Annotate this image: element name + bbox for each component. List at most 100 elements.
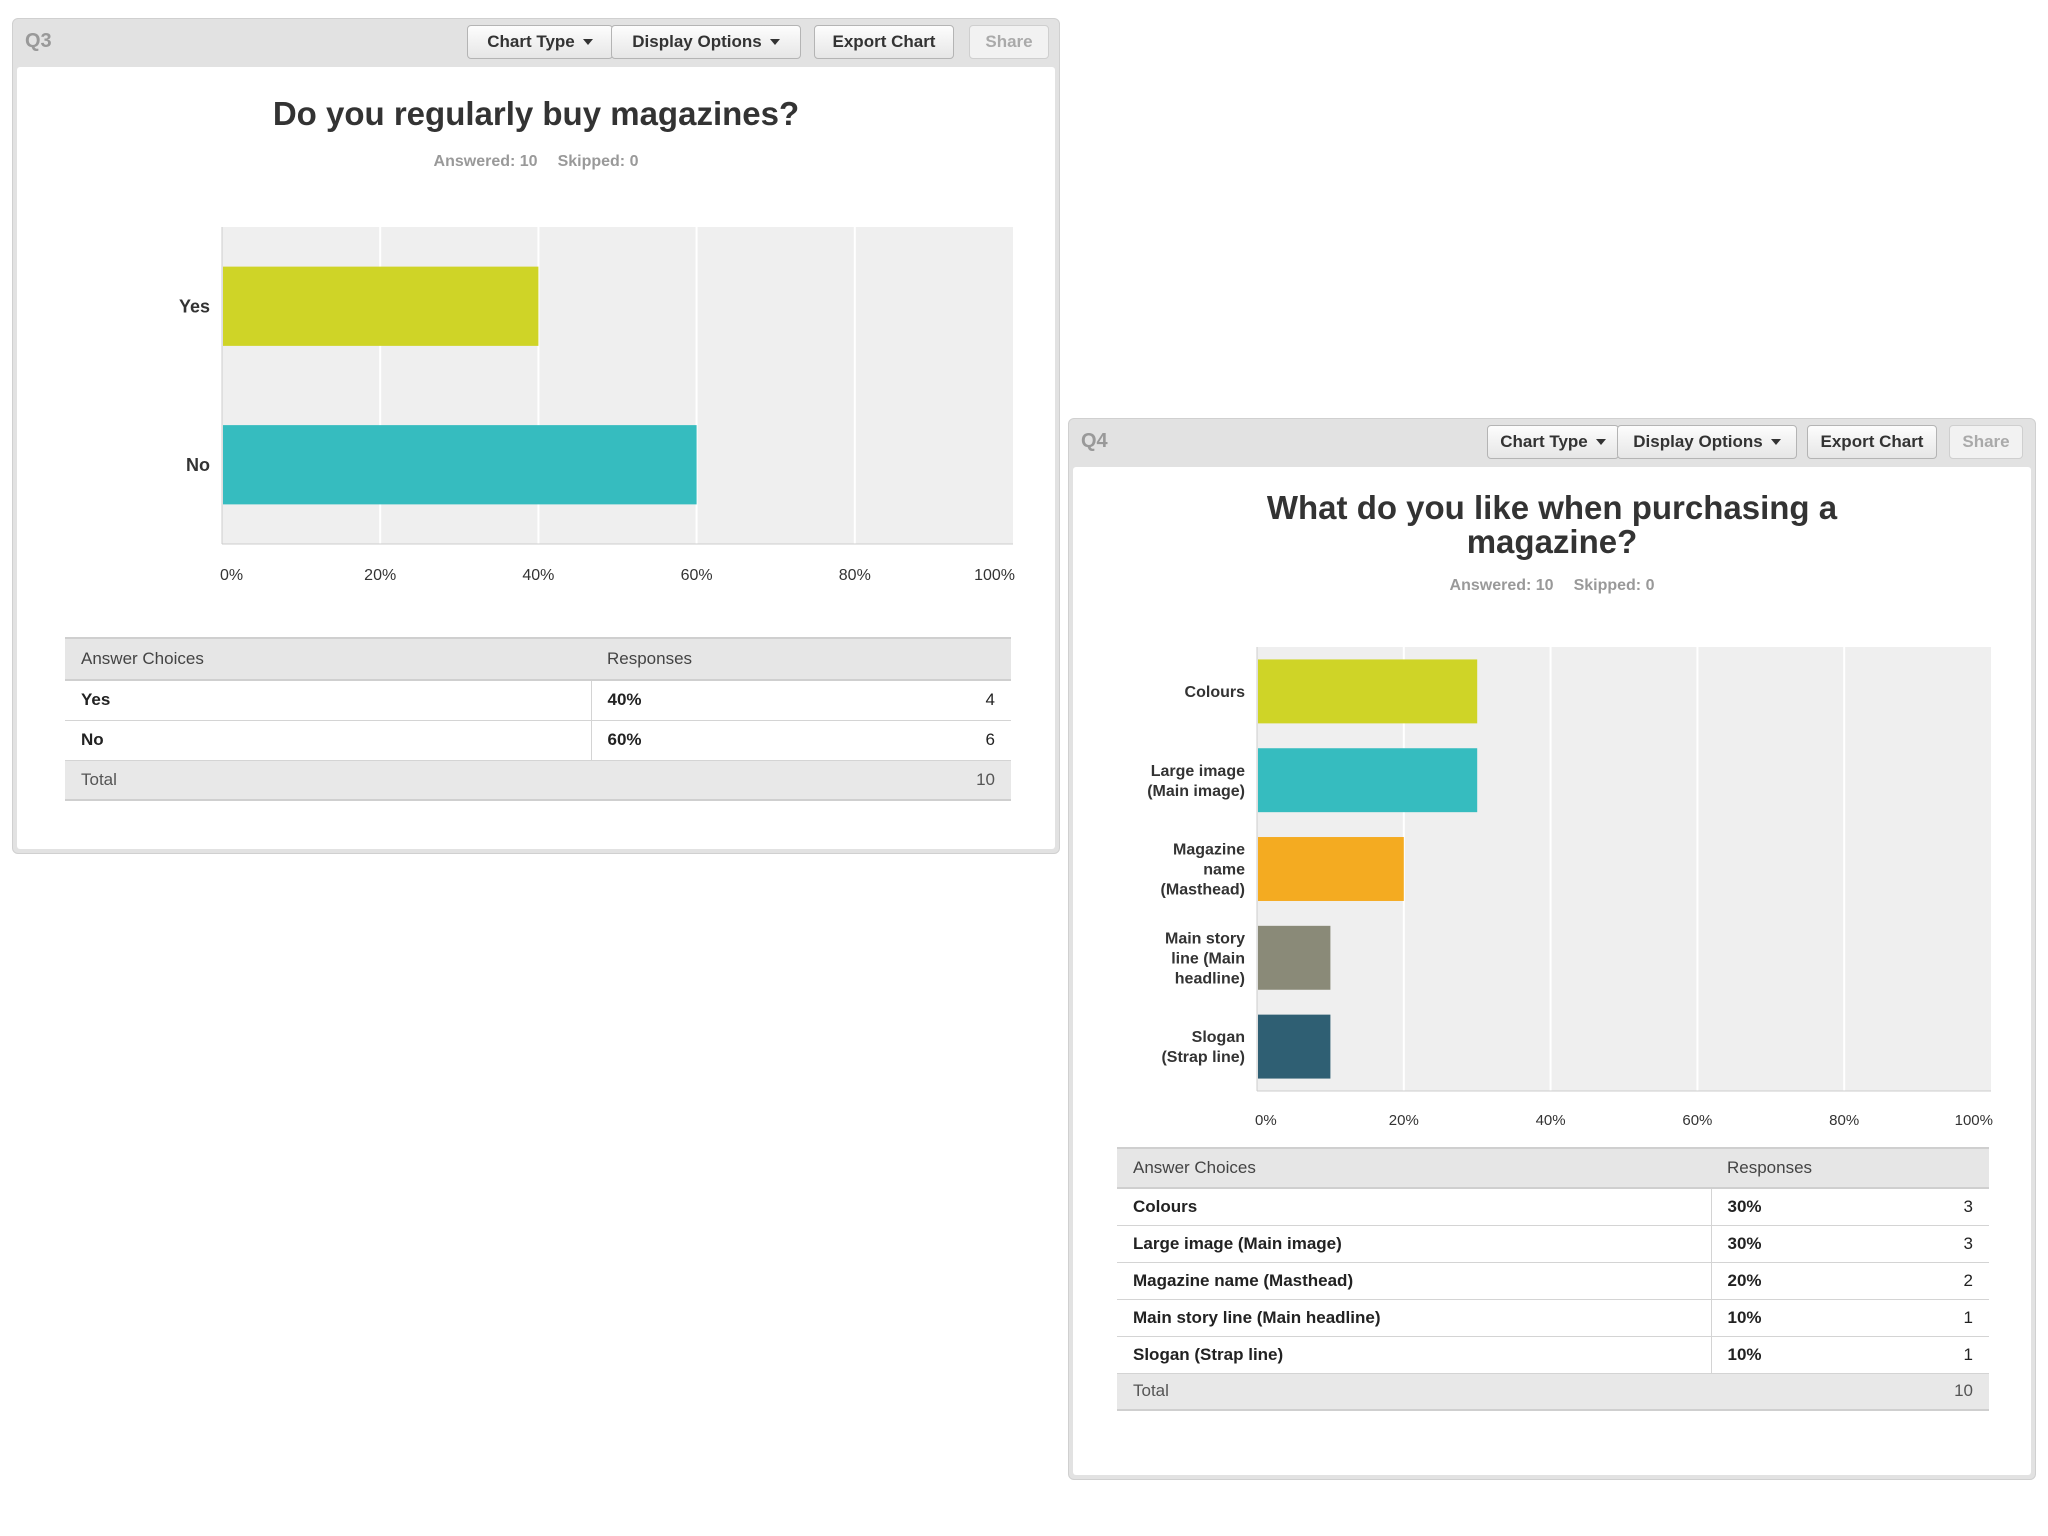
category-label: Yes [179, 297, 210, 317]
chart-type-label: Chart Type [487, 32, 575, 51]
percent-cell: 20% [1711, 1262, 1869, 1300]
x-tick-label: 80% [839, 567, 871, 584]
x-tick-label: 60% [681, 567, 713, 584]
display-options-label: Display Options [632, 32, 762, 51]
question-number: Q4 [1081, 430, 1108, 452]
bar [1258, 659, 1478, 724]
category-label: Colours [1185, 684, 1246, 701]
percent-cell: 60% [591, 720, 829, 761]
total-label: Total [1117, 1373, 1869, 1411]
q4-header: Q4 Chart Type Display Options Export Cha… [1069, 419, 2035, 465]
category-label: Slogan (Strap line) [1161, 1029, 1245, 1066]
q4-body: What do you like when purchasing a magaz… [1073, 467, 2031, 1475]
q3-panel: Q3 Chart Type Display Options Export Cha… [12, 18, 1060, 854]
question-number: Q3 [25, 30, 52, 52]
x-tick-label: 0% [220, 567, 243, 584]
choice-cell: Yes [65, 680, 592, 721]
bar [1258, 1014, 1331, 1079]
total-label: Total [65, 760, 829, 801]
caret-down-icon [1770, 439, 1781, 445]
count-cell: 6 [828, 720, 1011, 761]
total-value: 10 [1868, 1373, 1989, 1411]
count-cell: 1 [1868, 1299, 1989, 1337]
bar [223, 425, 697, 505]
category-label: Main story line (Main headline) [1165, 930, 1245, 987]
q3-title: Do you regularly buy magazines? [272, 95, 800, 132]
q4-title: What do you like when purchasing a magaz… [1073, 491, 2031, 559]
chart-type-label: Chart Type [1500, 432, 1588, 451]
percent-cell: 10% [1711, 1299, 1869, 1337]
share-button[interactable]: Share [1949, 425, 2023, 459]
total-row: Total 10 [1117, 1373, 1989, 1411]
percent-cell: 40% [591, 680, 829, 721]
percent-cell: 30% [1711, 1225, 1869, 1263]
q4-response-table: Answer Choices Responses Colours 30% 3 Larg… [1117, 1147, 1989, 1411]
caret-down-icon [1595, 439, 1606, 445]
count-cell: 3 [1868, 1188, 1989, 1226]
export-chart-button[interactable]: Export Chart [1807, 425, 1937, 459]
table-row: No 60% 6 [65, 720, 1011, 761]
q3-bar-chart: 0% 20% 40% 60% 80% 100% Yes No [179, 227, 1015, 584]
x-tick-label: 40% [522, 567, 554, 584]
col-responses: Responses [591, 637, 1011, 681]
x-tick-label: 100% [1955, 1112, 1993, 1127]
x-tick-label: 40% [1536, 1112, 1566, 1127]
category-label: No [186, 455, 210, 475]
x-tick-label: 20% [364, 567, 396, 584]
answered-count: Answered: 10 [1449, 577, 1554, 594]
display-options-label: Display Options [1633, 432, 1763, 451]
table-row: Main story line (Main headline) 10% 1 [1117, 1299, 1989, 1337]
total-row: Total 10 [65, 760, 1011, 801]
total-value: 10 [828, 760, 1011, 801]
choice-cell: Large image (Main image) [1117, 1225, 1712, 1263]
category-label: Large image (Main image) [1147, 763, 1245, 800]
choice-cell: Main story line (Main headline) [1117, 1299, 1712, 1337]
share-button[interactable]: Share [969, 25, 1049, 59]
count-cell: 3 [1868, 1225, 1989, 1263]
choice-cell: Colours [1117, 1188, 1712, 1226]
x-tick-label: 0% [1255, 1112, 1277, 1127]
q3-stats: Answered: 10 Skipped: 0 [17, 153, 1055, 171]
q3-header: Q3 Chart Type Display Options Export Cha… [13, 19, 1059, 65]
x-tick-label: 20% [1389, 1112, 1419, 1127]
display-options-button[interactable]: Display Options [1617, 425, 1797, 459]
col-responses: Responses [1711, 1147, 1989, 1189]
choice-cell: No [65, 720, 592, 761]
x-tick-label: 60% [1682, 1112, 1712, 1127]
table-row: Magazine name (Masthead) 20% 2 [1117, 1262, 1989, 1300]
q4-panel: Q4 Chart Type Display Options Export Cha… [1068, 418, 2036, 1480]
q3-response-table: Answer Choices Responses Yes 40% 4 No 60… [65, 637, 1011, 801]
export-chart-button[interactable]: Export Chart [814, 25, 954, 59]
caret-down-icon [769, 39, 780, 45]
table-row: Large image (Main image) 30% 3 [1117, 1225, 1989, 1263]
skipped-count: Skipped: 0 [557, 153, 639, 170]
choice-cell: Slogan (Strap line) [1117, 1336, 1712, 1374]
chart-type-button[interactable]: Chart Type [467, 25, 613, 59]
col-answer-choices: Answer Choices [1117, 1147, 1711, 1189]
category-label: Magazine name (Masthead) [1161, 842, 1246, 899]
x-tick-label: 80% [1829, 1112, 1859, 1127]
q4-bar-chart: 0% 20% 40% 60% 80% 100% Colours Large image (Mai… [1147, 647, 1993, 1127]
table-row: Slogan (Strap line) 10% 1 [1117, 1336, 1989, 1374]
bar [1258, 748, 1478, 813]
x-tick-label: 100% [974, 567, 1015, 584]
choice-cell: Magazine name (Masthead) [1117, 1262, 1712, 1300]
caret-down-icon [582, 39, 593, 45]
q4-stats: Answered: 10 Skipped: 0 [1073, 577, 2031, 595]
chart-type-button[interactable]: Chart Type [1487, 425, 1619, 459]
table-row: Colours 30% 3 [1117, 1188, 1989, 1226]
q3-body: Do you regularly buy magazines? Answered… [17, 67, 1055, 849]
percent-cell: 30% [1711, 1188, 1869, 1226]
bar [1258, 837, 1404, 901]
table-row: Yes 40% 4 [65, 680, 1011, 721]
count-cell: 1 [1868, 1336, 1989, 1374]
answered-count: Answered: 10 [433, 153, 538, 170]
q4-title-line2: magazine? [1466, 523, 1638, 560]
col-answer-choices: Answer Choices [65, 637, 591, 681]
skipped-count: Skipped: 0 [1573, 577, 1655, 594]
bar [223, 266, 539, 346]
bar [1258, 925, 1331, 990]
count-cell: 4 [828, 680, 1011, 721]
display-options-button[interactable]: Display Options [611, 25, 801, 59]
q4-title-line1: What do you like when purchasing a [1266, 489, 1838, 526]
